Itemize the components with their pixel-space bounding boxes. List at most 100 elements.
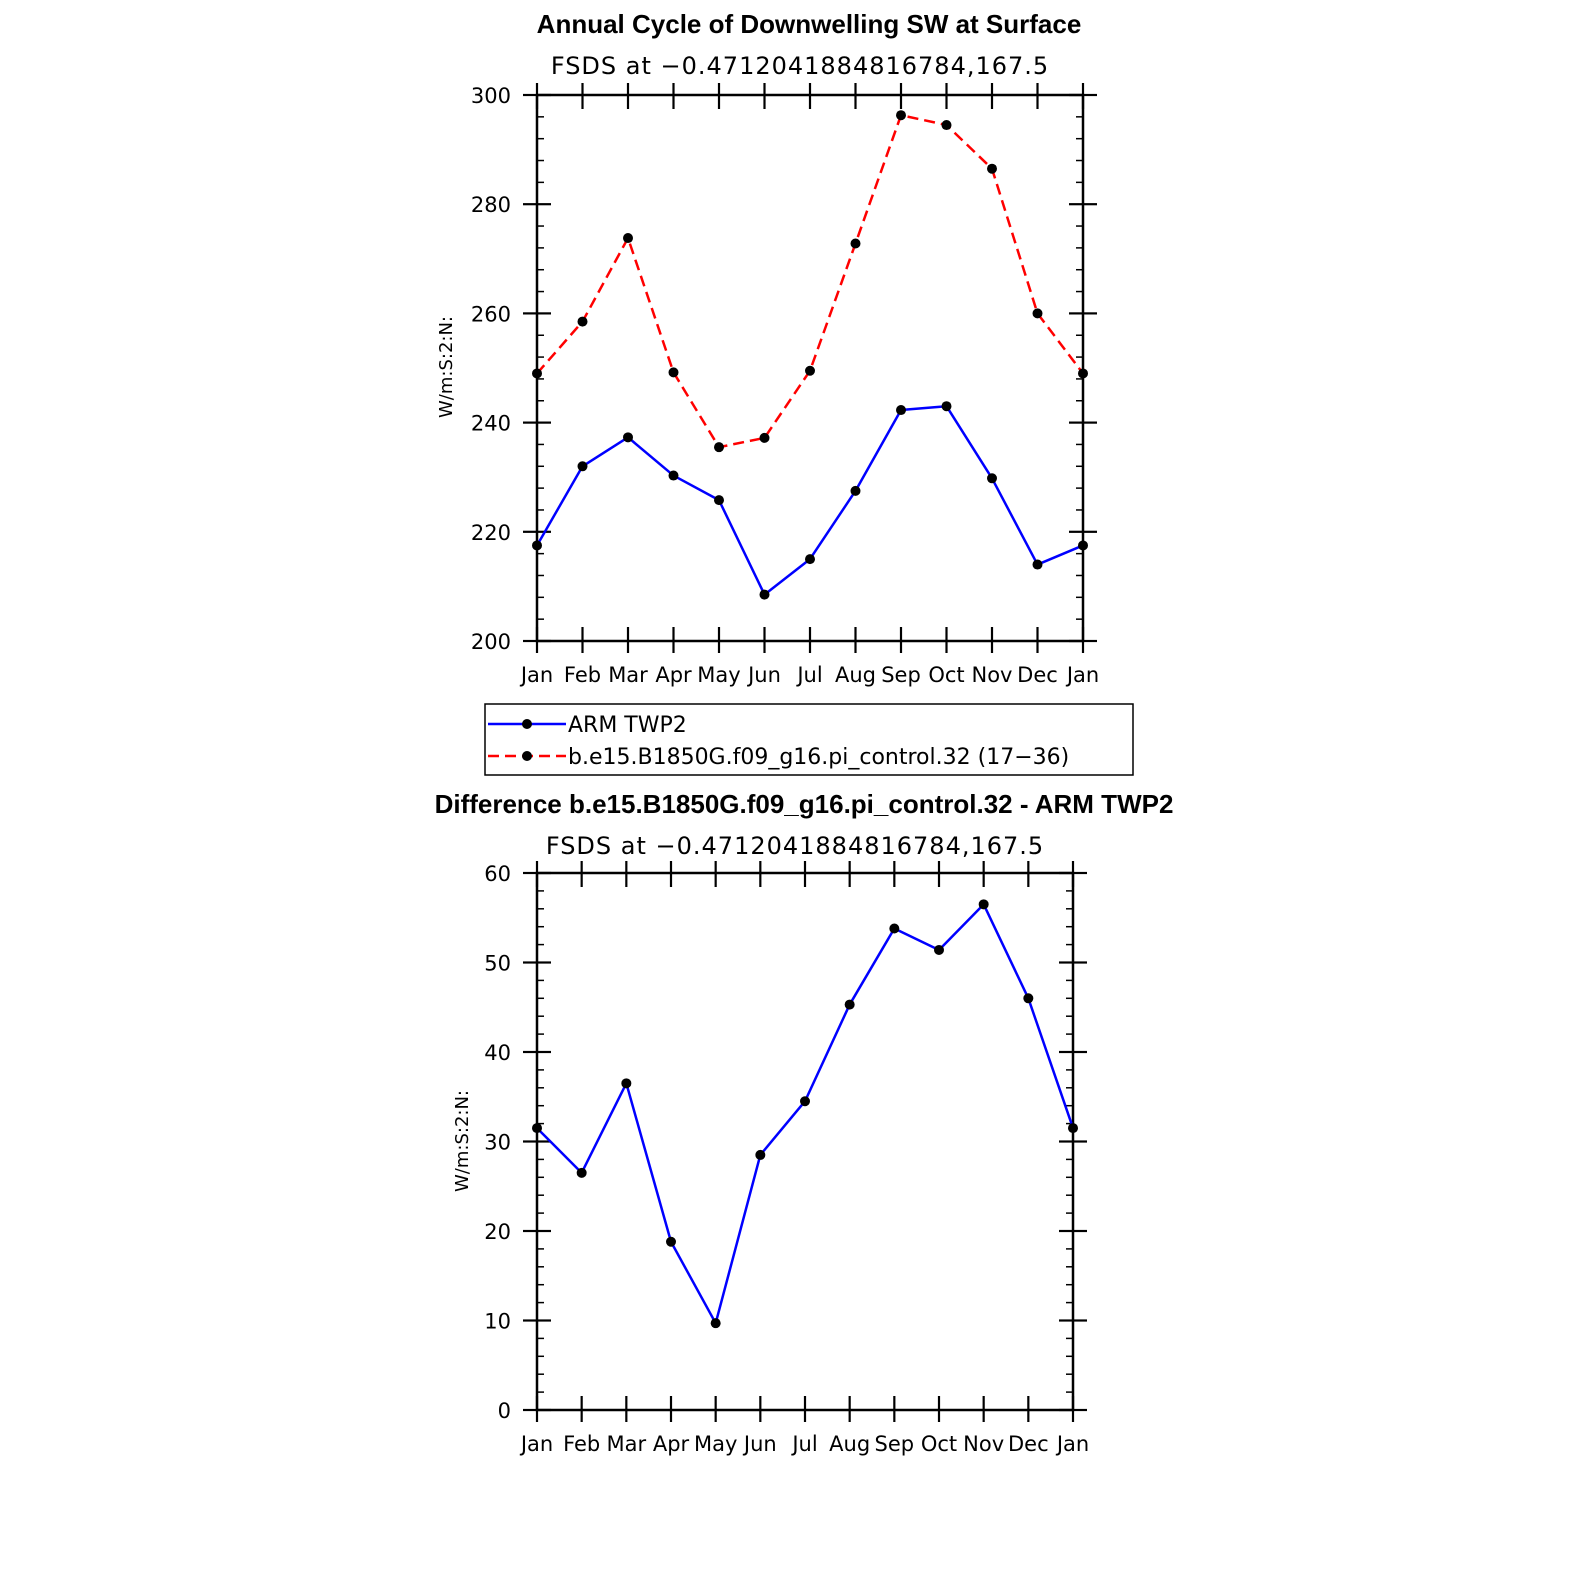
data-point-b-e15-b1850g-f09-g16-pi-control-32-17-36 <box>850 238 861 249</box>
data-point-b-e15-b1850g-f09-g16-pi-control-32-17-36 <box>623 233 633 244</box>
data-point-b-e15-b1850g-f09-g16-pi-control-32-17-36 <box>714 442 724 453</box>
data-point-arm-twp2 <box>987 473 997 484</box>
chart-subtitle: FSDS at −0.4712041884816784,167.5 <box>551 52 1049 80</box>
x-tick-label: Feb <box>564 663 601 687</box>
data-point-series-0 <box>532 1123 542 1134</box>
data-point-arm-twp2 <box>532 540 542 551</box>
data-point-arm-twp2 <box>896 405 906 416</box>
legend-entry-model: b.e15.B1850G.f09_g16.pi_control.32 (17−3… <box>488 745 1069 770</box>
y-tick-label: 10 <box>484 1310 511 1334</box>
x-tick-label: Jun <box>746 663 781 687</box>
data-point-b-e15-b1850g-f09-g16-pi-control-32-17-36 <box>941 120 952 131</box>
x-tick-label: Nov <box>972 663 1013 687</box>
y-tick-label: 40 <box>484 1041 511 1065</box>
legend: ARM TWP2 b.e15.B1850G.f09_g16.pi_control… <box>484 703 1134 776</box>
data-point-series-0 <box>666 1236 676 1247</box>
difference-chart: Difference b.e15.B1850G.f09_g16.pi_contr… <box>435 789 1174 1456</box>
plot-frame <box>535 871 1075 1412</box>
x-tick-label: Feb <box>563 1432 600 1456</box>
chart-title: Difference b.e15.B1850G.f09_g16.pi_contr… <box>435 789 1174 819</box>
data-point-arm-twp2 <box>668 470 679 481</box>
y-axis-label: W/m:S:2:N: <box>436 316 457 418</box>
x-tick-label: Aug <box>829 1432 870 1456</box>
x-tick-label: Jan <box>1055 1432 1089 1456</box>
data-point-arm-twp2 <box>805 554 815 565</box>
data-point-series-0 <box>844 999 855 1010</box>
y-tick-label: 240 <box>471 412 511 436</box>
x-tick-label: May <box>697 663 740 687</box>
y-axis-label: W/m:S:2:N: <box>452 1090 473 1192</box>
x-tick-label: Oct <box>928 663 964 687</box>
data-point-b-e15-b1850g-f09-g16-pi-control-32-17-36 <box>577 316 588 327</box>
data-point-arm-twp2 <box>1078 540 1088 551</box>
y-tick-label: 50 <box>484 952 511 976</box>
x-tick-label: Apr <box>653 1432 690 1456</box>
data-point-arm-twp2 <box>623 432 633 443</box>
data-point-series-0 <box>978 899 989 910</box>
x-tick-label: Jan <box>519 663 553 687</box>
x-tick-label: Sep <box>875 1432 915 1456</box>
data-point-arm-twp2 <box>941 401 952 412</box>
data-point-series-0 <box>1023 993 1034 1004</box>
x-tick-label: Jan <box>1065 663 1099 687</box>
data-point-series-0 <box>889 923 900 934</box>
series-layer <box>532 899 1078 1329</box>
data-point-b-e15-b1850g-f09-g16-pi-control-32-17-36 <box>987 163 997 174</box>
legend-label-arm-twp2: ARM TWP2 <box>568 713 687 738</box>
axes: 200 220 240 260 280 300 Jan Feb Mar Apr May Jun Jul A… <box>471 83 1099 687</box>
series-line-b-e15-b1850g-f09-g16-pi-control-32-17-36 <box>536 113 1084 449</box>
x-tick-label: Sep <box>881 663 921 687</box>
data-point-b-e15-b1850g-f09-g16-pi-control-32-17-36 <box>668 367 679 378</box>
y-tick-label: 0 <box>498 1399 511 1423</box>
x-tick-label: Mar <box>607 1432 647 1456</box>
data-point-series-0 <box>710 1318 721 1329</box>
x-tick-label: Nov <box>963 1432 1004 1456</box>
x-tick-label: Jun <box>742 1432 777 1456</box>
data-point-b-e15-b1850g-f09-g16-pi-control-32-17-36 <box>1032 308 1043 319</box>
data-point-series-0 <box>621 1078 632 1089</box>
chart-title: Annual Cycle of Downwelling SW at Surfac… <box>537 9 1082 39</box>
data-point-b-e15-b1850g-f09-g16-pi-control-32-17-36 <box>1078 368 1088 379</box>
legend-marker-arm-twp2 <box>522 719 532 729</box>
x-tick-label: Jul <box>795 663 822 687</box>
data-point-series-0 <box>1068 1123 1078 1134</box>
legend-marker-model <box>522 751 532 761</box>
chart-subtitle: FSDS at −0.4712041884816784,167.5 <box>546 832 1044 860</box>
series-line-series-0 <box>536 903 1075 1325</box>
y-tick-label: 60 <box>484 862 511 886</box>
x-tick-label: Jan <box>519 1432 553 1456</box>
y-tick-label: 280 <box>471 193 511 217</box>
data-point-arm-twp2 <box>850 485 861 496</box>
data-point-b-e15-b1850g-f09-g16-pi-control-32-17-36 <box>805 365 815 376</box>
y-tick-label: 30 <box>484 1131 511 1155</box>
x-tick-label: Jul <box>790 1432 817 1456</box>
data-point-series-0 <box>576 1167 587 1178</box>
x-tick-label: Mar <box>608 663 648 687</box>
y-tick-label: 220 <box>471 521 511 545</box>
series-line-arm-twp2 <box>535 404 1084 596</box>
data-point-arm-twp2 <box>759 589 770 600</box>
axes: 0 10 20 30 40 50 60 Jan Feb Mar Apr May Jun Jul Aug Sep… <box>484 861 1089 1456</box>
data-point-arm-twp2 <box>714 495 724 506</box>
y-tick-label: 20 <box>484 1220 511 1244</box>
data-point-series-0 <box>934 944 944 955</box>
x-tick-label: Apr <box>655 663 692 687</box>
data-point-series-0 <box>800 1096 810 1107</box>
x-tick-label: Aug <box>835 663 876 687</box>
legend-entry-arm-twp2: ARM TWP2 <box>488 713 687 738</box>
data-point-arm-twp2 <box>1032 559 1043 570</box>
annual-cycle-chart: Annual Cycle of Downwelling SW at Surfac… <box>436 9 1099 687</box>
x-tick-label: Dec <box>1017 663 1058 687</box>
data-point-b-e15-b1850g-f09-g16-pi-control-32-17-36 <box>896 110 906 121</box>
data-point-arm-twp2 <box>577 461 588 472</box>
data-point-b-e15-b1850g-f09-g16-pi-control-32-17-36 <box>532 368 542 379</box>
x-tick-label: Oct <box>921 1432 957 1456</box>
data-point-b-e15-b1850g-f09-g16-pi-control-32-17-36 <box>759 432 770 443</box>
y-tick-label: 300 <box>471 84 511 108</box>
y-tick-label: 200 <box>471 630 511 654</box>
y-tick-label: 260 <box>471 302 511 326</box>
x-tick-label: Dec <box>1008 1432 1049 1456</box>
x-tick-label: May <box>694 1432 737 1456</box>
data-point-series-0 <box>755 1149 766 1160</box>
